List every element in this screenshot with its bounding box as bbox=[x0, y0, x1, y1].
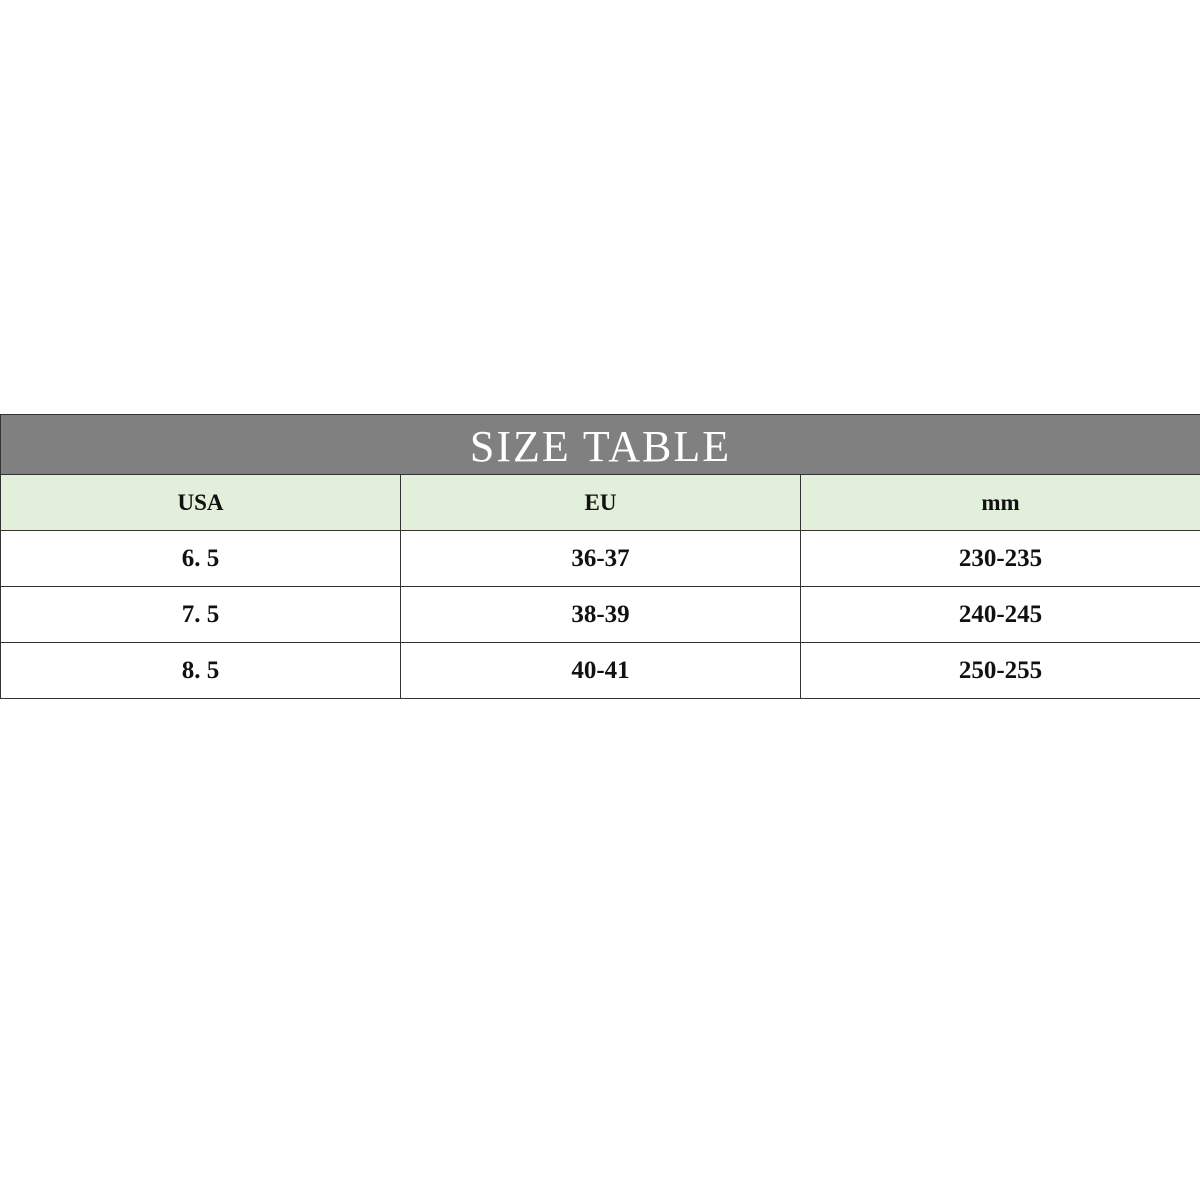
cell-mm: 240-245 bbox=[958, 600, 1043, 628]
column-header-eu: EU bbox=[401, 475, 801, 530]
table-row: 6. 5 36-37 230-235 bbox=[1, 531, 1200, 587]
size-table: SIZE TABLE USA EU mm 6. 5 36-37 230-235 … bbox=[0, 414, 1200, 699]
cell-usa: 8. 5 bbox=[1, 643, 401, 698]
column-header-mm: mm bbox=[981, 489, 1020, 515]
header-row: USA EU mm bbox=[1, 475, 1200, 531]
cell-usa: 6. 5 bbox=[1, 531, 401, 586]
table-row: 7. 5 38-39 240-245 bbox=[1, 587, 1200, 643]
cell-mm: 230-235 bbox=[958, 544, 1043, 572]
cell-eu: 38-39 bbox=[401, 587, 801, 642]
table-title: SIZE TABLE bbox=[1, 415, 1200, 475]
cell-mm: 250-255 bbox=[958, 656, 1043, 684]
table-row: 8. 5 40-41 250-255 bbox=[1, 643, 1200, 698]
cell-eu: 40-41 bbox=[401, 643, 801, 698]
cell-usa: 7. 5 bbox=[1, 587, 401, 642]
column-header-usa: USA bbox=[1, 475, 401, 530]
cell-eu: 36-37 bbox=[401, 531, 801, 586]
